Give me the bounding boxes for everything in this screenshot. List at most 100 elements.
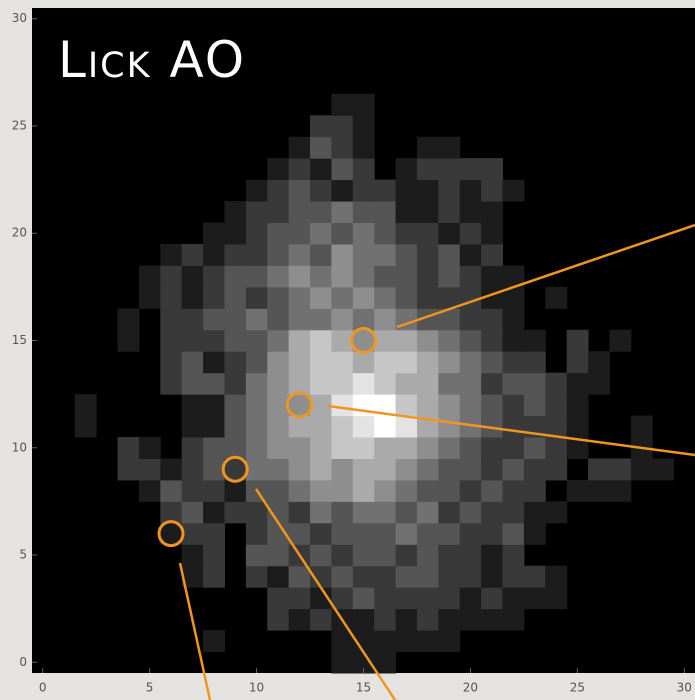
pixel xyxy=(395,158,418,181)
pixel xyxy=(267,329,290,352)
pixel xyxy=(416,437,439,459)
pixel xyxy=(523,522,546,545)
pixel xyxy=(481,479,504,502)
pixel xyxy=(459,522,482,545)
pixel xyxy=(310,544,332,567)
pixel xyxy=(331,437,354,459)
pixel xyxy=(545,587,568,610)
pixel xyxy=(438,501,461,524)
chart-title: Lick AO xyxy=(58,31,246,89)
pixel xyxy=(181,501,204,524)
pixel xyxy=(481,587,504,610)
pixel xyxy=(459,587,482,610)
pixel xyxy=(352,329,375,352)
pixel xyxy=(459,437,482,459)
pixel xyxy=(523,501,546,524)
pixel xyxy=(224,394,247,417)
pixel xyxy=(352,501,375,524)
pixel xyxy=(181,565,204,588)
y-tick-label: 0 xyxy=(19,655,27,669)
pixel xyxy=(288,179,311,202)
pixel xyxy=(459,458,482,481)
pixel xyxy=(438,329,461,352)
pixel xyxy=(481,565,504,588)
pixel xyxy=(224,201,247,224)
pixel xyxy=(288,158,311,181)
pixel xyxy=(331,522,354,545)
pixel xyxy=(331,630,354,653)
pixel xyxy=(352,587,375,610)
pixel xyxy=(288,372,311,395)
pixel xyxy=(395,222,418,245)
pixel xyxy=(310,158,332,181)
pixel xyxy=(395,372,418,395)
pixel xyxy=(245,286,268,309)
pixel xyxy=(203,329,225,352)
pixel xyxy=(310,286,332,309)
pixel xyxy=(545,372,568,395)
pixel xyxy=(331,179,354,202)
pixel xyxy=(203,372,225,395)
pixel xyxy=(502,437,525,459)
pixel xyxy=(545,394,568,417)
pixel xyxy=(310,608,332,631)
pixel xyxy=(416,608,439,631)
pixel xyxy=(310,222,332,245)
pixel xyxy=(374,651,397,674)
pixel xyxy=(395,501,418,524)
pixel xyxy=(352,93,375,116)
pixel xyxy=(416,630,439,653)
pixel xyxy=(352,179,375,202)
pixel xyxy=(160,479,183,502)
pixel xyxy=(438,222,461,245)
pixel xyxy=(224,286,247,309)
pixel xyxy=(245,522,268,545)
pixel xyxy=(545,437,568,459)
pixel xyxy=(566,372,589,395)
pixel xyxy=(181,372,204,395)
pixel xyxy=(481,222,504,245)
pixel xyxy=(438,587,461,610)
pixel xyxy=(566,329,589,352)
pixel xyxy=(481,458,504,481)
pixel xyxy=(331,308,354,331)
pixel xyxy=(374,201,397,224)
pixel xyxy=(438,308,461,331)
pixel xyxy=(181,458,204,481)
pixel xyxy=(181,522,204,545)
pixel xyxy=(416,201,439,224)
pixel xyxy=(566,394,589,417)
pixel xyxy=(288,243,311,266)
pixel xyxy=(438,630,461,653)
y-tick-label: 5 xyxy=(19,548,27,562)
pixel xyxy=(374,501,397,524)
pixel xyxy=(117,437,140,459)
pixel xyxy=(352,415,375,438)
pixel xyxy=(267,415,290,438)
pixel xyxy=(459,351,482,374)
pixel xyxy=(310,372,332,395)
pixel xyxy=(523,351,546,374)
pixel xyxy=(523,394,546,417)
pixel xyxy=(438,201,461,224)
pixel xyxy=(545,458,568,481)
pixel xyxy=(416,587,439,610)
pixel xyxy=(374,544,397,567)
pixel xyxy=(331,351,354,374)
pixel xyxy=(288,415,311,438)
pixel xyxy=(224,351,247,374)
pixel xyxy=(331,544,354,567)
pixel xyxy=(438,608,461,631)
pixel xyxy=(438,522,461,545)
pixel xyxy=(267,501,290,524)
pixel xyxy=(374,265,397,288)
pixel xyxy=(374,372,397,395)
pixel xyxy=(438,265,461,288)
pixel xyxy=(374,479,397,502)
pixel xyxy=(181,308,204,331)
pixel xyxy=(331,394,354,417)
pixel xyxy=(267,437,290,459)
pixel xyxy=(203,286,225,309)
pixel xyxy=(267,394,290,417)
